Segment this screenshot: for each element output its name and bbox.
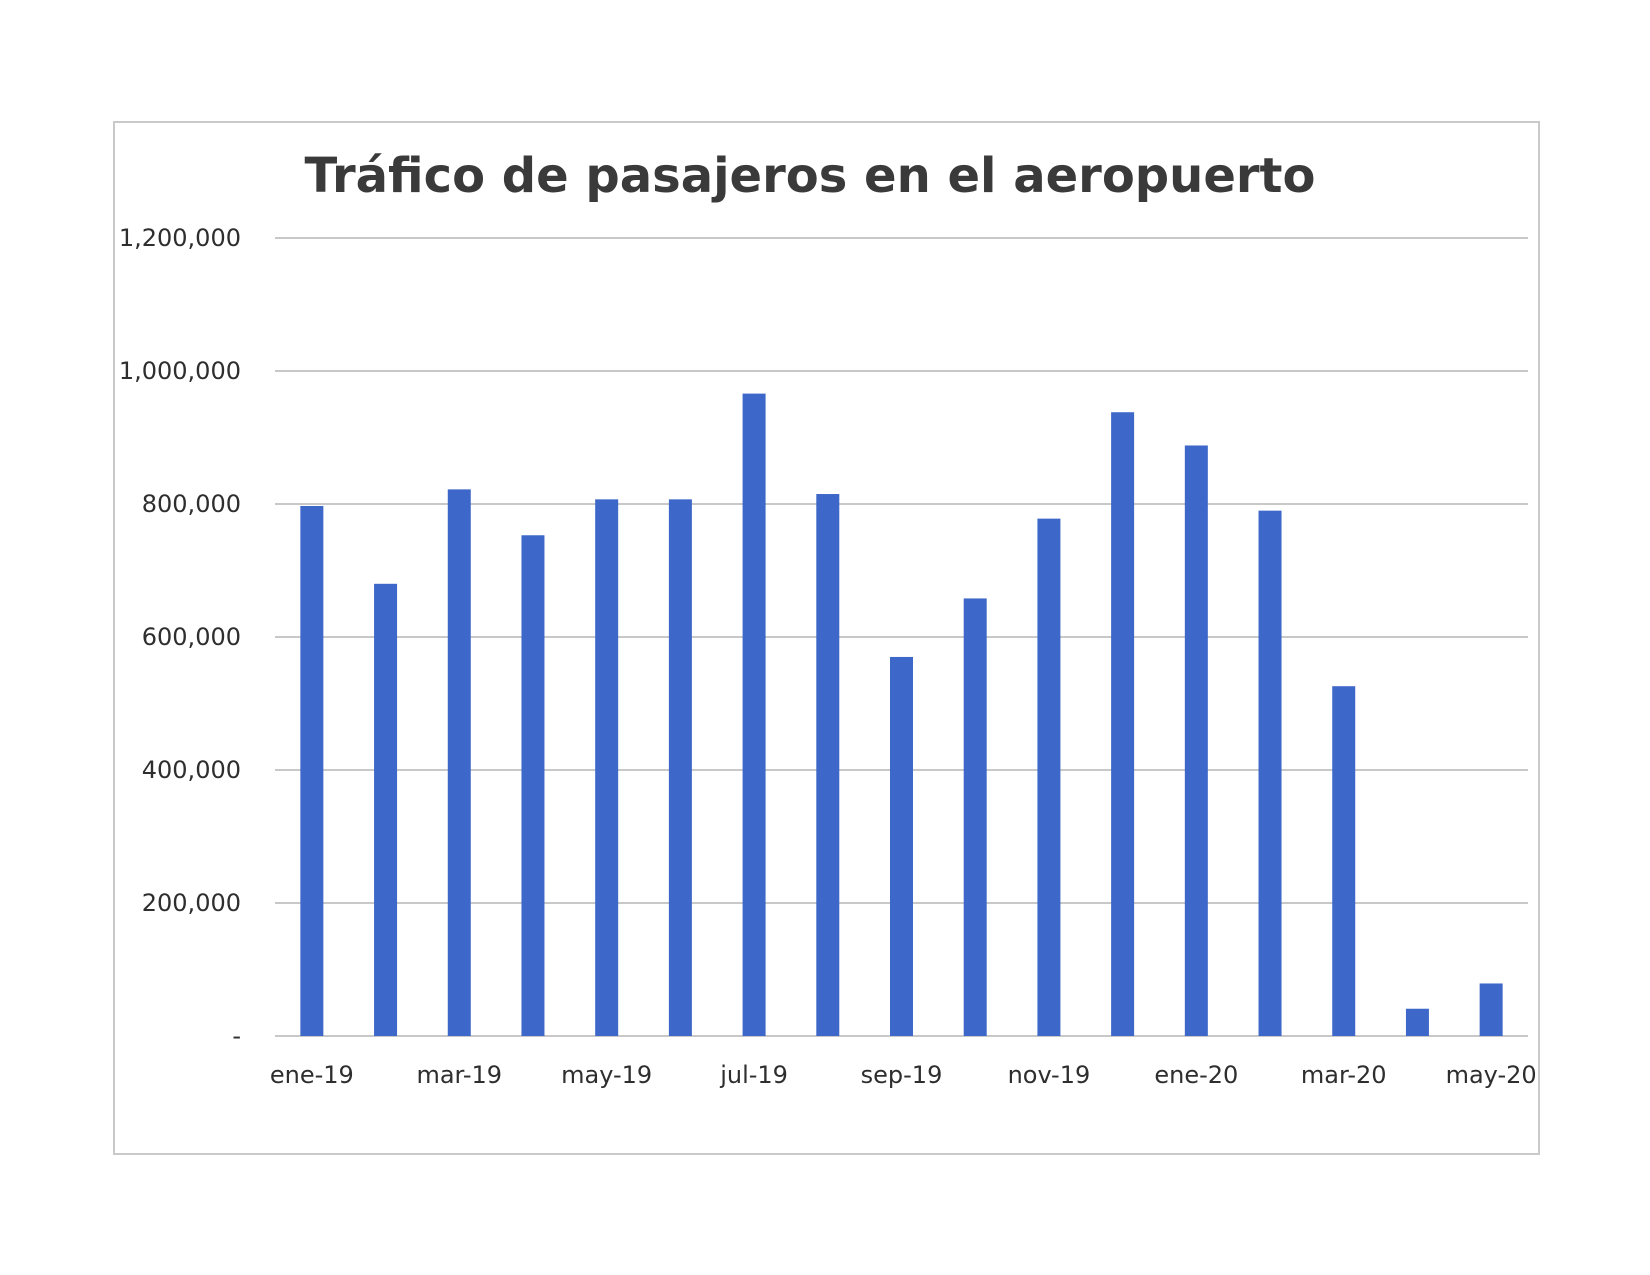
bar-nov-19 xyxy=(1037,518,1061,1036)
x-tick-label: may-20 xyxy=(1446,1061,1537,1089)
x-tick-label: mar-19 xyxy=(416,1061,502,1089)
bars xyxy=(300,393,1503,1037)
bar-sep-19 xyxy=(890,656,913,1036)
x-tick-label: ene-20 xyxy=(1154,1061,1238,1089)
y-tick-label: 200,000 xyxy=(142,889,241,917)
bar-may-20 xyxy=(1479,983,1503,1036)
bar-feb-19 xyxy=(374,583,398,1036)
bar-abr-20 xyxy=(1405,1008,1429,1036)
bar-jun-19 xyxy=(668,499,692,1037)
bar-oct-19 xyxy=(963,598,987,1036)
y-tick-label: - xyxy=(232,1022,241,1050)
bar-ago-19 xyxy=(816,494,840,1036)
chart-title: Tráfico de pasajeros en el aeropuerto xyxy=(305,148,1316,204)
y-tick-label: 800,000 xyxy=(142,490,241,518)
bar-may-19 xyxy=(595,499,619,1037)
x-tick-label: sep-19 xyxy=(861,1061,943,1089)
bar-mar-19 xyxy=(447,489,471,1036)
x-axis-tick-labels: ene-19 mar-19 may-19 jul-19 sep-19 nov-19 ene-… xyxy=(270,1061,1537,1089)
x-tick-label: ene-19 xyxy=(270,1061,354,1089)
y-axis-tick-labels: - 200,000 400,000 600,000 800,000 1,000,000 1,… xyxy=(119,224,241,1050)
bar-dic-19 xyxy=(1111,412,1135,1037)
x-tick-label: mar-20 xyxy=(1301,1061,1387,1089)
gridlines xyxy=(275,237,1528,1037)
bar-ene-20 xyxy=(1184,445,1208,1037)
bar-feb-20 xyxy=(1258,510,1282,1036)
x-tick-label: may-19 xyxy=(561,1061,652,1089)
y-tick-label: 400,000 xyxy=(142,756,241,784)
y-tick-label: 1,200,000 xyxy=(119,224,241,252)
bar-mar-20 xyxy=(1332,686,1356,1036)
x-tick-label: jul-19 xyxy=(719,1061,788,1089)
y-tick-label: 600,000 xyxy=(142,623,241,651)
bar-abr-19 xyxy=(521,535,545,1036)
bar-ene-19 xyxy=(300,505,324,1036)
x-tick-label: nov-19 xyxy=(1008,1061,1091,1089)
bar-jul-19 xyxy=(742,393,766,1036)
y-tick-label: 1,000,000 xyxy=(119,357,241,385)
